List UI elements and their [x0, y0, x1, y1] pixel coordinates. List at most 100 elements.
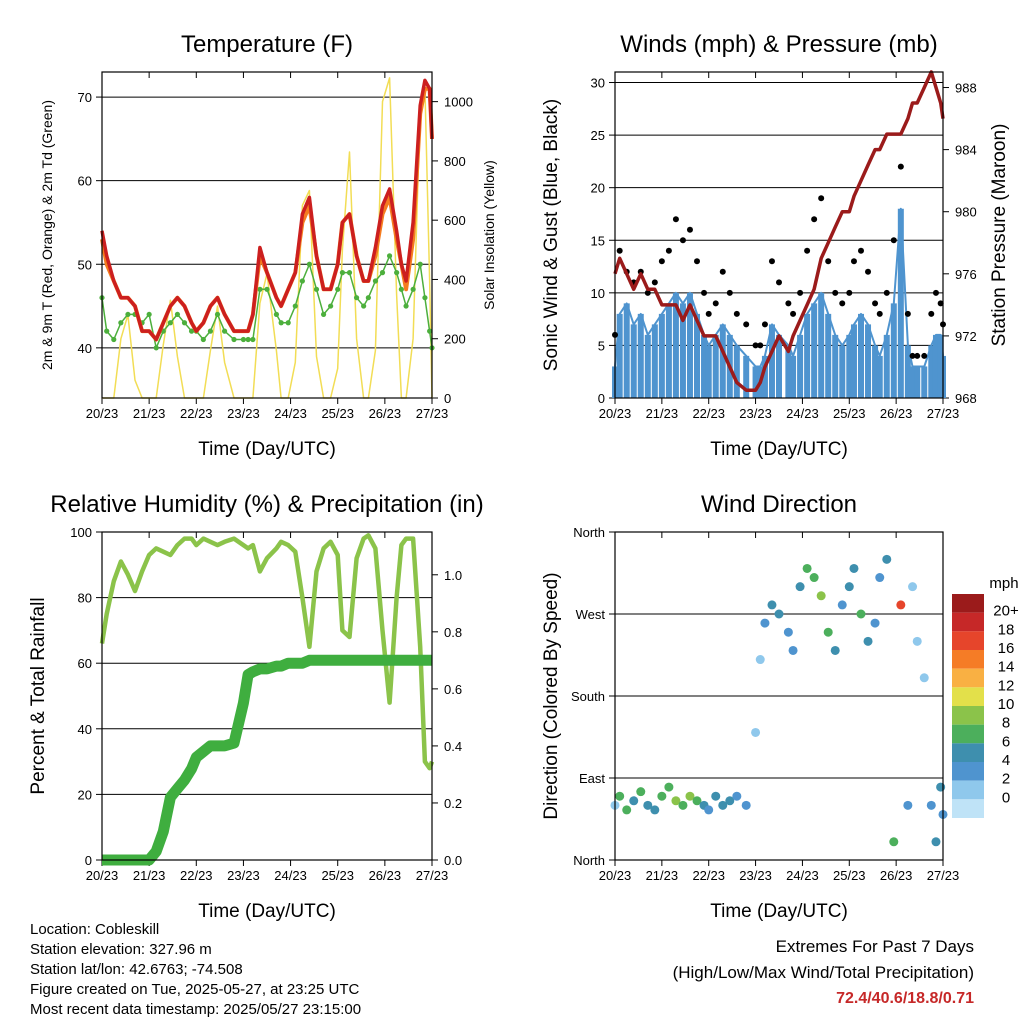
gust-point — [679, 237, 686, 244]
legend-swatch — [952, 687, 984, 706]
extremes-value: 72.4/40.6/18.8/0.71 — [836, 990, 974, 1007]
elevation-text: Station elevation: 327.96 m — [30, 941, 212, 958]
y-tick-label: South — [571, 689, 605, 704]
gust-point — [761, 321, 768, 328]
direction-point — [711, 791, 721, 801]
y-tick-label: 20 — [78, 787, 92, 802]
x-tick-label: 25/23 — [833, 406, 866, 421]
y-tick-label: 60 — [78, 174, 92, 189]
direction-point — [823, 627, 833, 637]
gust-point — [790, 310, 797, 317]
direction-point — [830, 645, 840, 655]
legend-unit: mph — [989, 575, 1018, 592]
gust-point — [785, 300, 792, 307]
rh-line — [99, 533, 435, 771]
y2-tick-label: 200 — [444, 332, 466, 347]
gust-point — [932, 289, 939, 296]
y-tick-label: 80 — [78, 591, 92, 606]
direction-point — [863, 636, 873, 646]
x-tick-label: 27/23 — [927, 868, 960, 883]
direction-point — [741, 800, 751, 810]
legend-swatch — [952, 706, 984, 725]
x-axis-label: Time (Day/UTC) — [710, 439, 848, 460]
solar-line — [102, 77, 433, 399]
gust-point — [872, 300, 879, 307]
gust-point — [928, 310, 935, 317]
plot-frame — [614, 71, 944, 399]
y2-tick-label: 984 — [955, 143, 977, 158]
x-tick-label: 26/23 — [369, 868, 402, 883]
created-text: Figure created on Tue, 2025-05-27, at 23… — [30, 981, 360, 998]
x-tick-label: 26/23 — [880, 868, 913, 883]
gust-point — [651, 279, 658, 286]
x-tick-label: 20/23 — [86, 406, 119, 421]
legend-label: 14 — [998, 659, 1015, 676]
y2-tick-label: 0.2 — [444, 796, 462, 811]
gust-point — [797, 289, 804, 296]
gust-point — [719, 268, 726, 275]
y2-axis-label: Solar Insolation (Yellow) — [481, 160, 497, 310]
direction-point — [856, 609, 866, 619]
legend-label: 8 — [1002, 715, 1010, 732]
legend-label: 2 — [1002, 771, 1010, 788]
y-tick-label: 5 — [598, 338, 605, 353]
direction-point — [936, 782, 946, 792]
legend-label: 0 — [1002, 789, 1010, 806]
plot-frame — [614, 531, 944, 861]
y2-tick-label: 1.0 — [444, 568, 462, 583]
legend-swatch — [952, 650, 984, 669]
y-tick-label: East — [579, 771, 605, 786]
gust-point — [818, 195, 825, 202]
gust-point — [733, 310, 740, 317]
y-tick-label: 20 — [591, 181, 605, 196]
x-tick-label: 21/23 — [133, 868, 166, 883]
direction-point — [875, 573, 885, 583]
panel-title: Winds (mph) & Pressure (mb) — [620, 31, 937, 58]
y-axis-label: Percent & Total Rainfall — [28, 597, 49, 794]
y2-tick-label: 1000 — [444, 95, 473, 110]
gust-point — [921, 352, 928, 359]
gust-point — [776, 279, 782, 286]
y-tick-label: 15 — [591, 233, 605, 248]
gust-point — [876, 310, 883, 317]
y-tick-label: 60 — [78, 656, 92, 671]
direction-point — [837, 600, 847, 610]
x-tick-label: 21/23 — [646, 868, 679, 883]
direction-point — [657, 791, 667, 801]
y2-tick-label: 968 — [955, 391, 977, 406]
gust-point — [705, 310, 712, 317]
y2-tick-label: 0.0 — [444, 853, 462, 868]
pressure-line — [613, 70, 945, 392]
x-tick-label: 20/23 — [599, 868, 632, 883]
direction-point — [802, 563, 812, 573]
y-tick-label: 40 — [78, 341, 92, 356]
x-tick-label: 25/23 — [321, 868, 354, 883]
y2-tick-label: 980 — [955, 205, 977, 220]
gust-point — [839, 300, 846, 307]
y2-tick-label: 976 — [955, 267, 977, 282]
direction-point — [685, 791, 695, 801]
gust-point — [757, 342, 764, 349]
x-tick-label: 20/23 — [599, 406, 632, 421]
direction-point — [755, 655, 765, 665]
direction-point — [931, 837, 941, 847]
x-axis-label: Time (Day/UTC) — [198, 901, 336, 922]
direction-point — [767, 600, 777, 610]
direction-point — [919, 673, 929, 683]
direction-point — [903, 800, 913, 810]
direction-point — [678, 800, 688, 810]
x-axis-label: Time (Day/UTC) — [710, 901, 848, 922]
y2-tick-label: 800 — [444, 154, 466, 169]
gust-point — [665, 247, 672, 254]
gust-point — [694, 258, 700, 265]
gust-point — [804, 247, 811, 254]
direction-point — [643, 800, 653, 810]
panel-2: Winds (mph) & Pressure (mb) 0 5 10 15 20 25 30 2… — [541, 31, 1010, 460]
legend-label: 20+ — [993, 603, 1019, 620]
gust-point — [701, 289, 708, 296]
direction-point — [671, 796, 681, 806]
latlon-text: Station lat/lon: 42.6763; -74.508 — [30, 961, 243, 978]
y-tick-label: 70 — [78, 90, 92, 105]
y2-tick-label: 972 — [955, 329, 977, 344]
gust-series — [612, 163, 946, 359]
